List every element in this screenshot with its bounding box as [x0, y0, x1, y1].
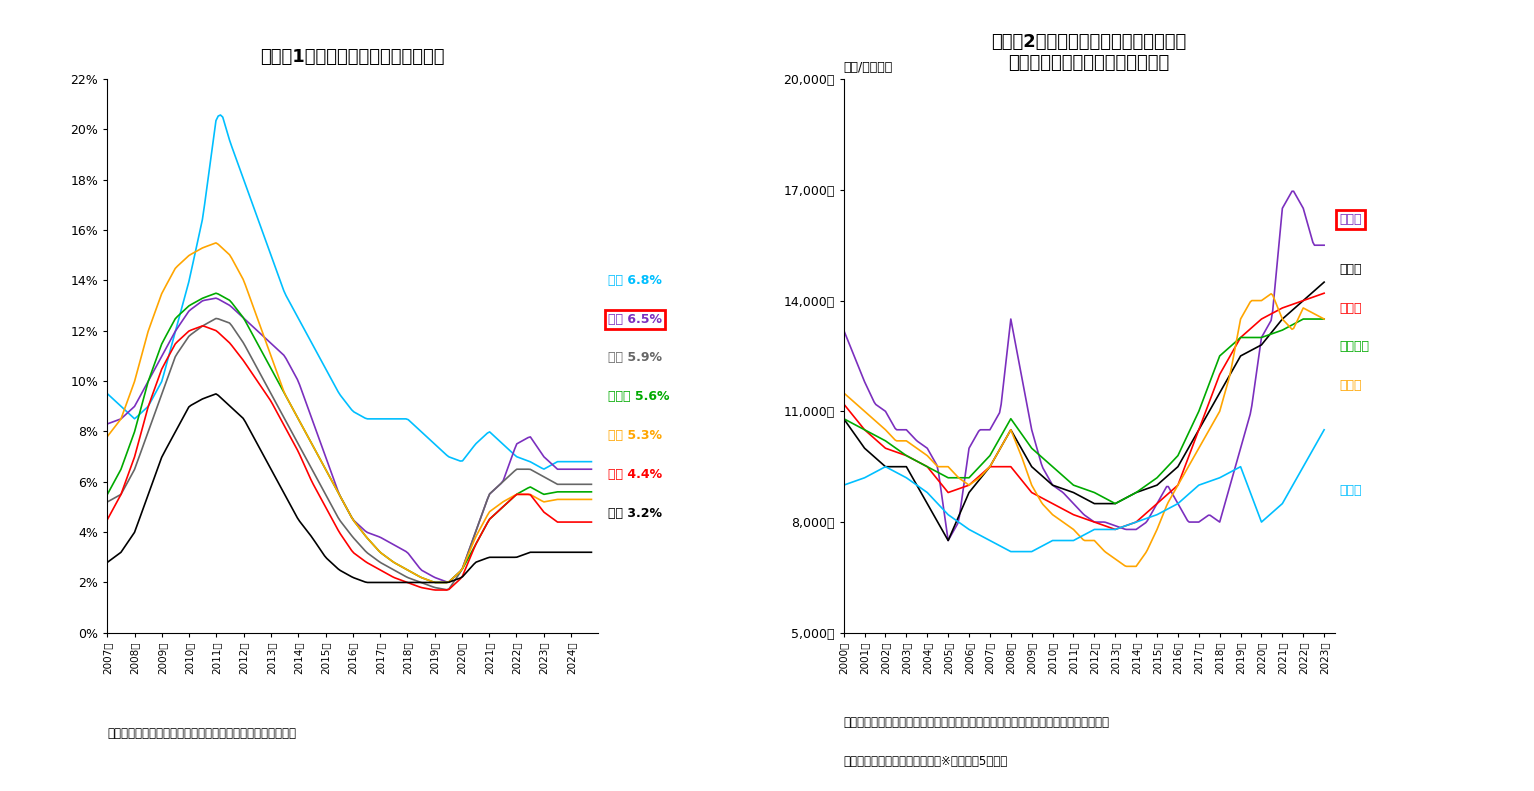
Text: 名古屋市: 名古屋市 [1339, 340, 1370, 354]
Text: （出所）三幸エステート・ニッセイ基礎研究所「オフィスレント・インデクス」を基: （出所）三幸エステート・ニッセイ基礎研究所「オフィスレント・インデクス」を基 [844, 716, 1109, 729]
Text: 横浜市: 横浜市 [1339, 213, 1362, 226]
Text: 名古屋 5.6%: 名古屋 5.6% [607, 390, 669, 403]
Text: 東京 5.9%: 東京 5.9% [607, 351, 663, 365]
Text: 福岡市: 福岡市 [1339, 379, 1362, 392]
Text: 仙台 6.8%: 仙台 6.8% [607, 274, 663, 287]
Text: 札幌市: 札幌市 [1339, 263, 1362, 276]
Text: にニッセイ基礎研究所が作成　※東京都心5区除き: にニッセイ基礎研究所が作成 ※東京都心5区除き [844, 755, 1008, 767]
Text: 横浜 6.5%: 横浜 6.5% [607, 312, 663, 326]
Title: 図表－1　主要都市のオフィス空室率: 図表－1 主要都市のオフィス空室率 [261, 48, 445, 66]
Text: （円/月・坤）: （円/月・坤） [844, 61, 893, 74]
Text: 大阪 4.4%: 大阪 4.4% [607, 467, 663, 481]
Text: （出所）三鬼商事のデータを基にニッセイ基礎研究所が作成: （出所）三鬼商事のデータを基にニッセイ基礎研究所が作成 [107, 727, 296, 740]
Text: 大阪市: 大阪市 [1339, 301, 1362, 315]
Text: 札幌 3.2%: 札幌 3.2% [607, 506, 663, 520]
Title: 図表－2　主要都市のオフィス成約賮料
（オフィスレント・インデクス）: 図表－2 主要都市のオフィス成約賮料 （オフィスレント・インデクス） [991, 33, 1187, 72]
Text: 福岡 5.3%: 福岡 5.3% [607, 429, 663, 442]
Text: 仙台市: 仙台市 [1339, 484, 1362, 498]
